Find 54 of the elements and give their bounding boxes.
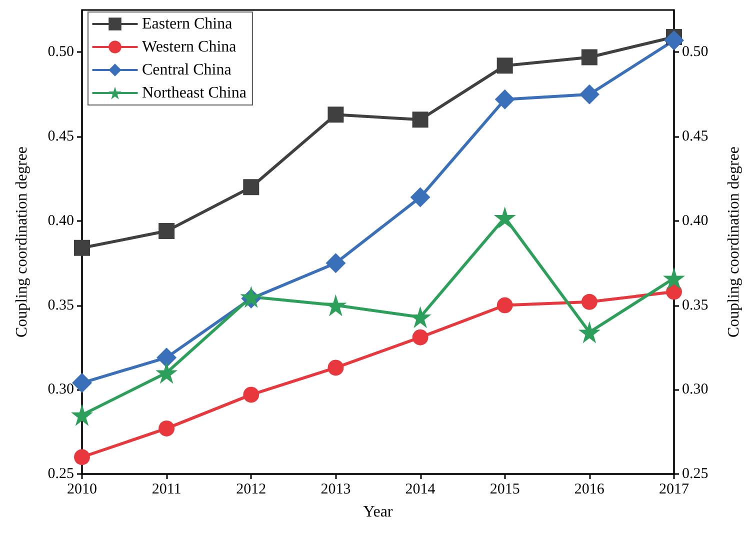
y2-tick-label: 0.50 xyxy=(682,44,708,60)
point xyxy=(579,84,600,104)
point xyxy=(412,112,428,128)
x-tick-label: 2016 xyxy=(574,482,605,498)
x-axis-title: Year xyxy=(363,504,394,520)
y-tick-label: 0.30 xyxy=(48,382,74,398)
point xyxy=(72,372,92,393)
x-tick-label: 2012 xyxy=(236,482,266,498)
point xyxy=(326,253,346,274)
x-tick-label: 2014 xyxy=(405,482,436,498)
point xyxy=(158,420,175,436)
point xyxy=(578,321,600,344)
point xyxy=(664,30,684,50)
point xyxy=(156,362,178,384)
point xyxy=(496,58,513,74)
y2-axis-title: Coupling coordination degree xyxy=(726,146,742,338)
point xyxy=(328,360,344,376)
point xyxy=(74,240,90,256)
point xyxy=(328,106,344,123)
y2-tick-label: 0.30 xyxy=(682,382,708,398)
x-tick-label: 2013 xyxy=(320,482,351,498)
y-tick-label: 0.35 xyxy=(48,297,74,314)
y2-tick-label: 0.40 xyxy=(682,212,708,229)
point xyxy=(410,187,430,208)
point xyxy=(71,404,93,426)
x-tick-label: 2015 xyxy=(490,482,520,498)
point xyxy=(74,449,90,466)
point xyxy=(494,89,515,110)
y2-tick-label: 0.35 xyxy=(682,297,708,314)
y-tick-label: 0.50 xyxy=(48,44,74,60)
y-tick-label: 0.25 xyxy=(48,466,74,482)
y-axis-title: Coupling coordination degree xyxy=(14,146,30,338)
legend-label: Central China xyxy=(142,62,232,78)
point xyxy=(156,348,177,368)
x-tick-label: 2011 xyxy=(152,482,182,498)
x-tick-label: 2010 xyxy=(67,482,97,498)
legend-label: Northeast China xyxy=(142,84,246,102)
x-tick-label: 2017 xyxy=(659,482,690,498)
y-tick-label: 0.45 xyxy=(48,128,74,145)
legend-label: Western China xyxy=(142,38,236,56)
legend-label: Eastern China xyxy=(142,16,232,32)
point xyxy=(412,329,428,346)
point xyxy=(243,179,260,196)
point xyxy=(243,386,260,403)
point xyxy=(581,49,598,66)
point xyxy=(494,206,516,229)
point xyxy=(158,223,175,240)
point xyxy=(663,267,685,290)
y2-tick-label: 0.25 xyxy=(682,466,708,482)
point xyxy=(581,294,598,310)
y2-tick-label: 0.45 xyxy=(682,128,708,145)
point xyxy=(324,294,347,316)
y-tick-label: 0.40 xyxy=(48,212,74,229)
point xyxy=(496,297,513,314)
